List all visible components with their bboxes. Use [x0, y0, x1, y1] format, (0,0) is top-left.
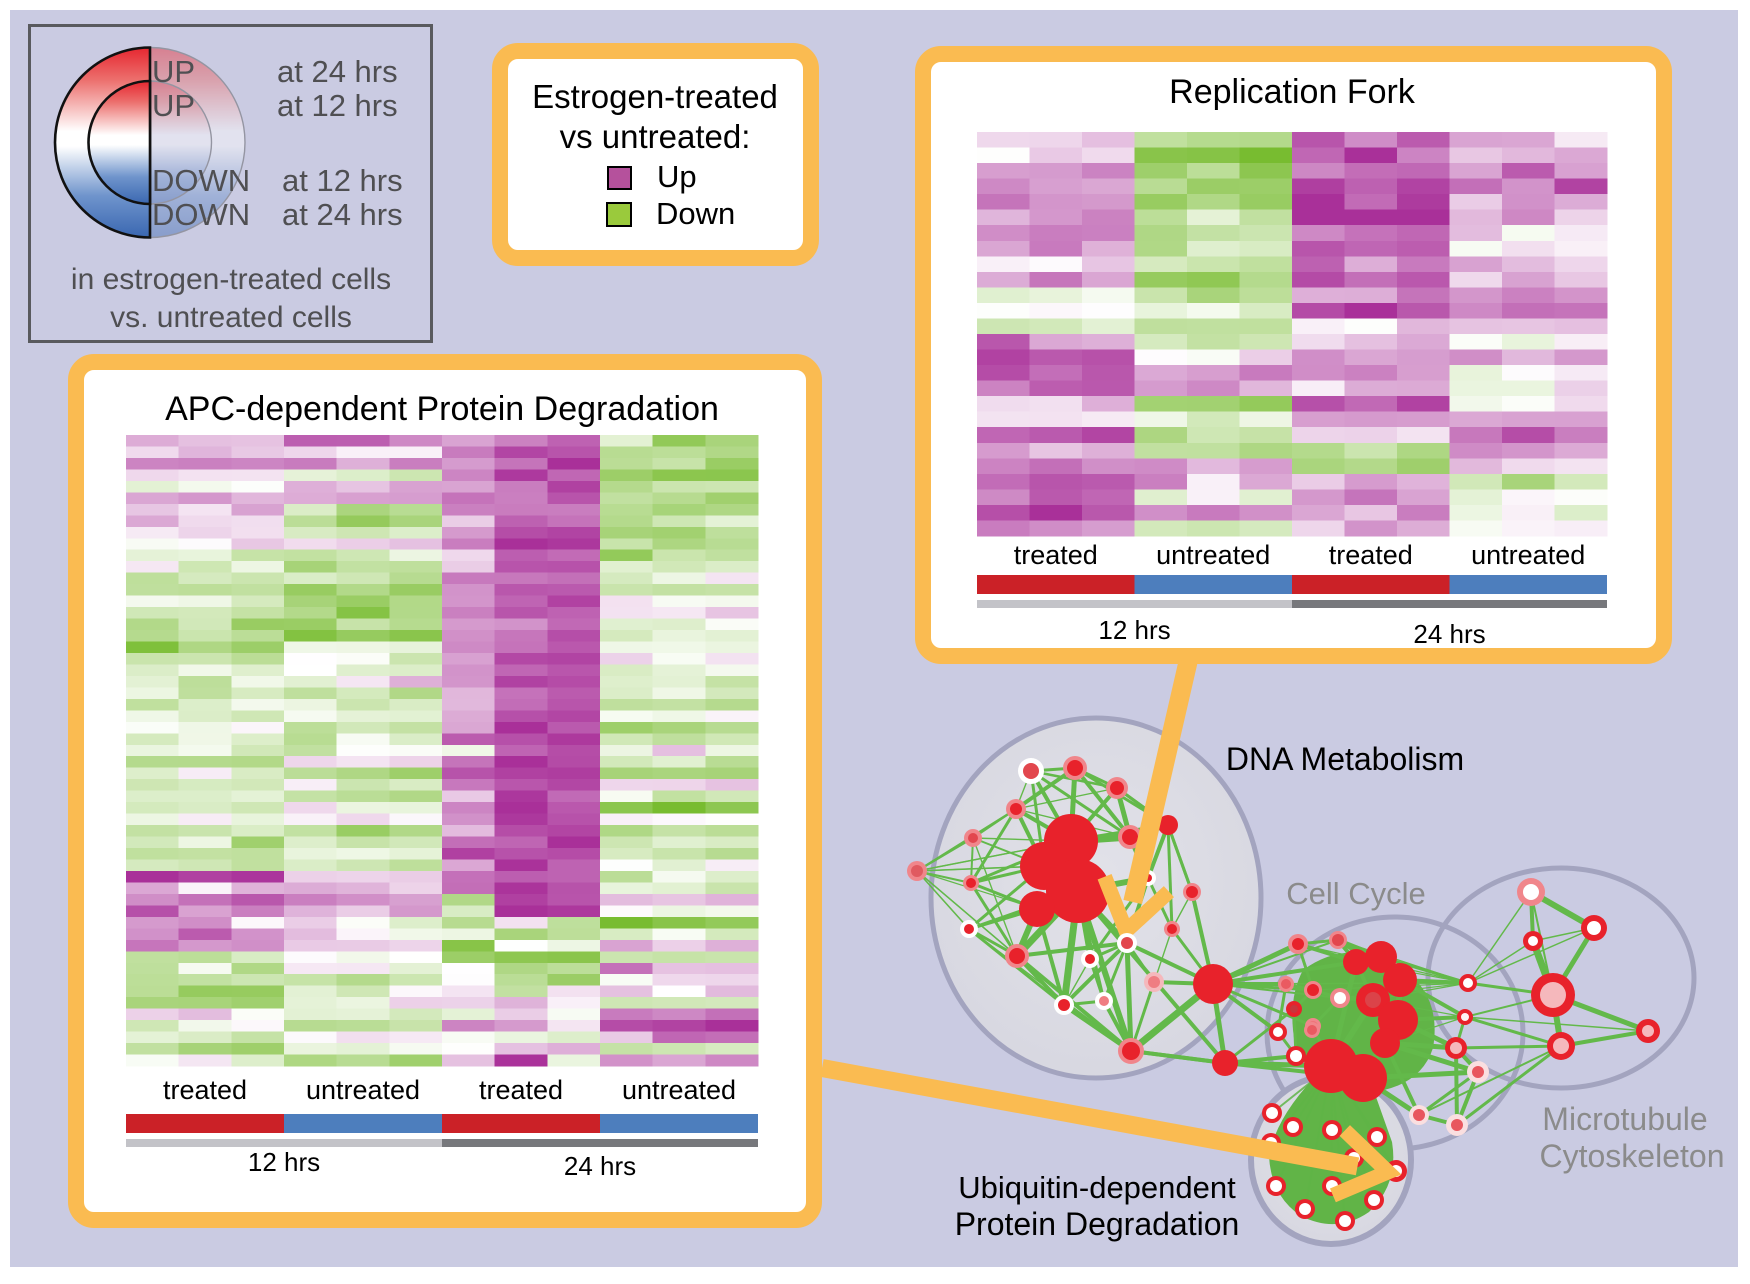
svg-text:at 24 hrs: at 24 hrs: [282, 197, 403, 232]
svg-text:Replication Fork: Replication Fork: [1169, 73, 1416, 111]
svg-text:at 24 hrs: at 24 hrs: [277, 54, 398, 89]
svg-text:Estrogen-treated: Estrogen-treated: [532, 78, 778, 115]
svg-text:untreated: untreated: [1471, 540, 1585, 570]
svg-text:DOWN: DOWN: [152, 197, 250, 232]
svg-text:Protein Degradation: Protein Degradation: [955, 1206, 1240, 1242]
svg-text:in estrogen-treated cells: in estrogen-treated cells: [71, 263, 391, 296]
svg-text:DNA Metabolism: DNA Metabolism: [1226, 741, 1464, 777]
svg-text:treated: treated: [479, 1075, 563, 1105]
svg-text:vs. untreated cells: vs. untreated cells: [110, 301, 352, 334]
svg-text:24 hrs: 24 hrs: [564, 1151, 636, 1181]
svg-text:at 12 hrs: at 12 hrs: [282, 163, 403, 198]
svg-text:UP: UP: [152, 88, 195, 123]
svg-text:Microtubule: Microtubule: [1542, 1101, 1707, 1137]
svg-text:UP: UP: [152, 54, 195, 89]
svg-text:12 hrs: 12 hrs: [1098, 615, 1170, 645]
svg-text:12 hrs: 12 hrs: [248, 1147, 320, 1177]
svg-text:Down: Down: [656, 196, 735, 231]
svg-text:treated: treated: [1329, 540, 1413, 570]
svg-text:24 hrs: 24 hrs: [1413, 619, 1485, 649]
svg-text:vs untreated:: vs untreated:: [560, 118, 751, 155]
svg-text:Ubiquitin-dependent: Ubiquitin-dependent: [958, 1170, 1236, 1205]
svg-text:untreated: untreated: [622, 1075, 736, 1105]
svg-text:untreated: untreated: [1156, 540, 1270, 570]
svg-text:Up: Up: [657, 159, 697, 194]
svg-text:treated: treated: [1014, 540, 1098, 570]
svg-text:DOWN: DOWN: [152, 163, 250, 198]
svg-text:untreated: untreated: [306, 1075, 420, 1105]
svg-text:Cytoskeleton: Cytoskeleton: [1540, 1138, 1725, 1174]
svg-text:at 12 hrs: at 12 hrs: [277, 88, 398, 123]
svg-text:treated: treated: [163, 1075, 247, 1105]
svg-text:Cell Cycle: Cell Cycle: [1286, 876, 1426, 911]
svg-text:APC-dependent Protein Degradat: APC-dependent Protein Degradation: [165, 390, 719, 428]
